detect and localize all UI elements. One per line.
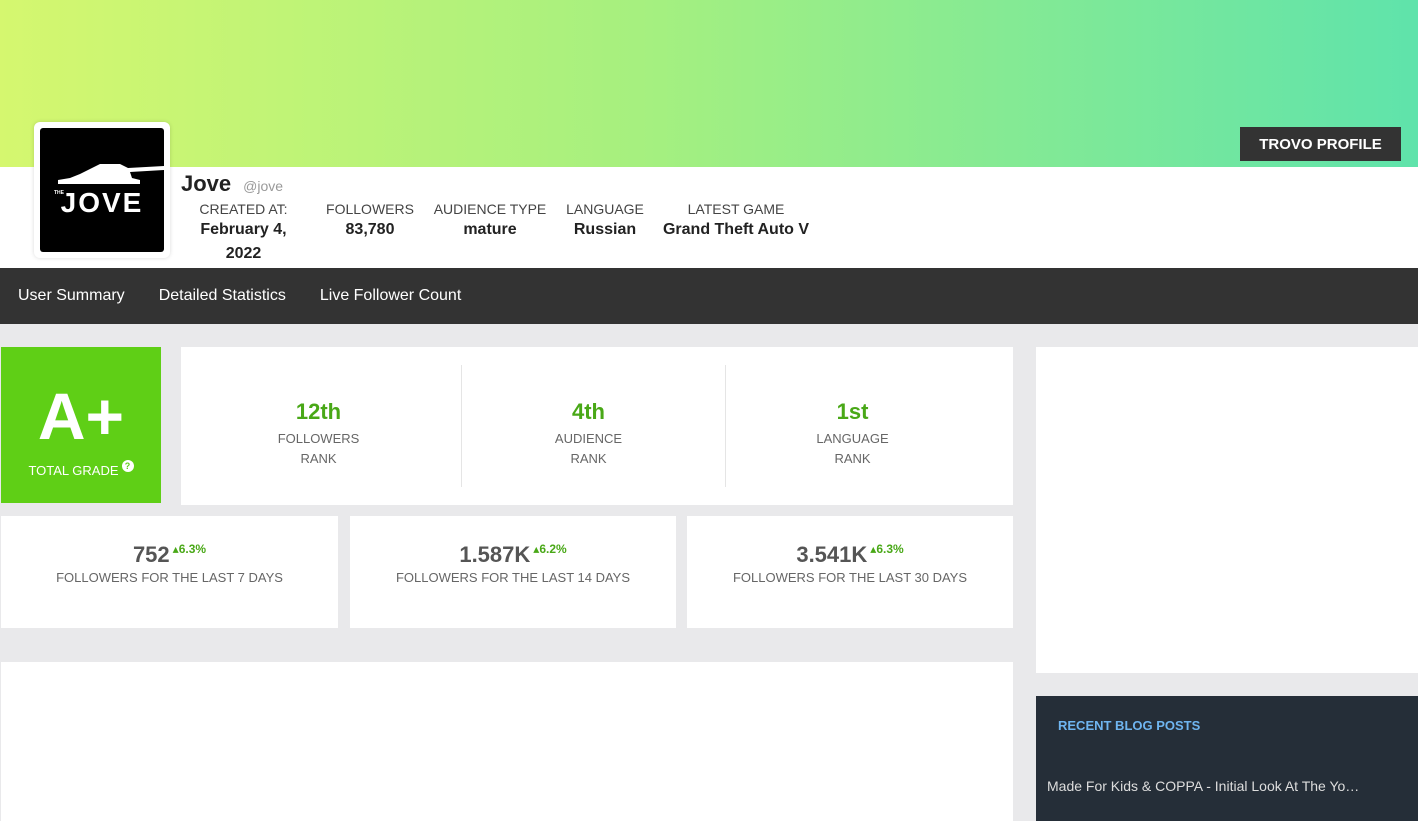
svg-text:JOVE: JOVE <box>61 187 144 218</box>
grade-letter: A+ <box>37 379 125 453</box>
rank-label-sub: RANK <box>834 451 871 466</box>
meta-language: LANGUAGE Russian <box>560 201 650 242</box>
content-panel <box>1 662 1013 821</box>
rank-label: LANGUAGE <box>816 431 889 446</box>
ranks-card: 12th FOLLOWERS RANK 4th AUDIENCE RANK 1s… <box>181 347 1013 505</box>
avatar-logo: THE JOVE <box>40 128 164 252</box>
profile-info-bar <box>0 167 1418 268</box>
meta-latest-game: LATEST GAME Grand Theft Auto V <box>662 201 810 242</box>
follower-period-label: FOLLOWERS FOR THE LAST 30 DAYS <box>732 570 968 585</box>
divider <box>725 365 726 487</box>
blog-title: RECENT BLOG POSTS <box>1058 718 1201 733</box>
growth-delta: ▴6.2% <box>533 542 567 556</box>
arrow-up-icon: ▴ <box>172 542 179 556</box>
tank-logo-icon: THE JOVE <box>54 164 164 218</box>
sidebar-panel <box>1036 347 1418 673</box>
rank-followers: 12th FOLLOWERS RANK <box>181 347 456 505</box>
meta-created-at: CREATED AT: February 4, 2022 <box>181 201 306 266</box>
followers-30-days-card: 3.541K ▴6.3% FOLLOWERS FOR THE LAST 30 D… <box>687 516 1013 628</box>
follower-count: 1.587K <box>459 542 531 567</box>
nav-detailed-statistics[interactable]: Detailed Statistics <box>158 287 286 304</box>
total-grade-card: A+ TOTAL GRADE ? <box>1 347 161 503</box>
meta-value: Russian <box>573 221 637 238</box>
grade-label-row: TOTAL GRADE ? <box>1 459 161 478</box>
follower-period-label: FOLLOWERS FOR THE LAST 14 DAYS <box>395 570 631 585</box>
growth-delta: ▴6.3% <box>870 542 904 556</box>
rank-label: FOLLOWERS <box>277 431 360 446</box>
rank-label: AUDIENCE <box>554 431 623 446</box>
rank-label-sub: RANK <box>300 451 337 466</box>
meta-label: AUDIENCE TYPE <box>433 201 547 217</box>
growth-delta: ▴6.3% <box>172 542 207 556</box>
profile-nav: User Summary Detailed Statistics Live Fo… <box>0 268 1418 324</box>
rank-label-sub: RANK <box>570 451 607 466</box>
meta-label: CREATED AT: <box>199 201 288 217</box>
nav-user-summary[interactable]: User Summary <box>18 287 125 304</box>
grade-label: TOTAL GRADE <box>28 463 119 478</box>
rank-language: 1st LANGUAGE RANK <box>726 347 979 505</box>
rank-value: 4th <box>572 399 605 424</box>
trovo-profile-button[interactable]: TROVO PROFILE <box>1240 127 1401 161</box>
meta-value: Grand Theft Auto V <box>662 221 810 238</box>
meta-followers: FOLLOWERS 83,780 <box>320 201 420 242</box>
profile-handle: @jove <box>243 178 284 194</box>
follower-count: 752 <box>132 542 170 567</box>
followers-7-days-card: 752 ▴6.3% FOLLOWERS FOR THE LAST 7 DAYS <box>1 516 338 628</box>
arrow-up-icon: ▴ <box>533 542 540 556</box>
help-icon[interactable]: ? <box>121 459 134 472</box>
meta-value: 83,780 <box>345 221 395 238</box>
meta-value: mature <box>463 221 517 238</box>
rank-value: 1st <box>836 399 869 424</box>
nav-live-follower-count[interactable]: Live Follower Count <box>319 287 462 304</box>
divider <box>461 365 462 487</box>
arrow-up-icon: ▴ <box>870 542 877 556</box>
meta-label: LANGUAGE <box>566 201 644 217</box>
followers-14-days-card: 1.587K ▴6.2% FOLLOWERS FOR THE LAST 14 D… <box>350 516 676 628</box>
recent-blog-posts: RECENT BLOG POSTS Made For Kids & COPPA … <box>1036 696 1418 821</box>
rank-audience: 4th AUDIENCE RANK <box>462 347 715 505</box>
meta-label: FOLLOWERS <box>326 201 414 217</box>
svg-text:THE: THE <box>54 190 65 196</box>
meta-audience-type: AUDIENCE TYPE mature <box>430 201 550 242</box>
rank-value: 12th <box>295 399 342 424</box>
follower-period-label: FOLLOWERS FOR THE LAST 7 DAYS <box>56 570 283 585</box>
profile-banner <box>0 0 1418 167</box>
follower-count: 3.541K <box>796 542 868 567</box>
meta-value: February 4, 2022 <box>200 221 287 262</box>
blog-post-link[interactable]: Made For Kids & COPPA - Initial Look At … <box>1047 778 1360 794</box>
meta-label: LATEST GAME <box>687 201 785 217</box>
profile-name: Jove <box>181 171 232 196</box>
avatar: THE JOVE <box>34 122 170 258</box>
profile-name-row: Jove @jove <box>181 171 283 197</box>
